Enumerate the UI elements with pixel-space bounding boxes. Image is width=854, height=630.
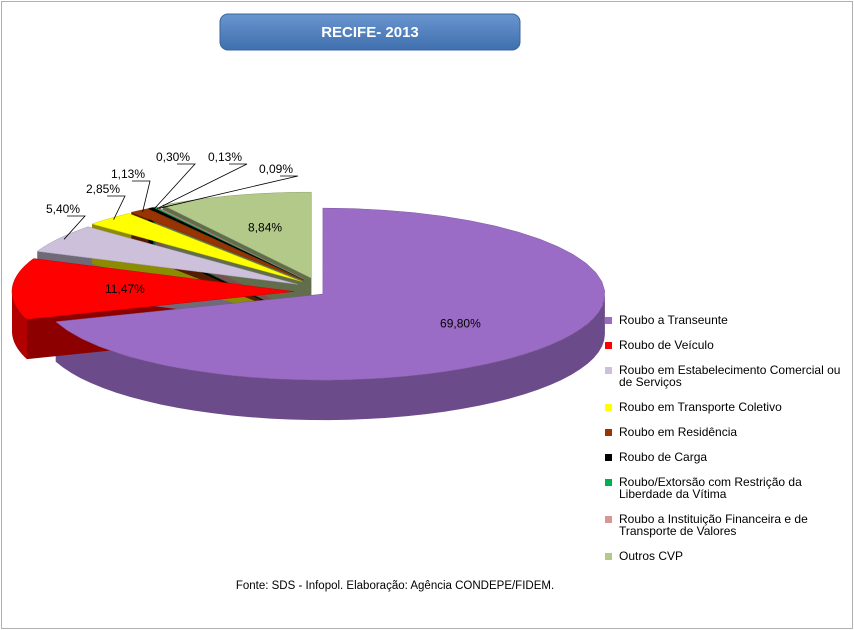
legend-label: Roubo em Residência: [619, 425, 738, 439]
leader-line: [153, 163, 196, 210]
legend-item: Roubo de Carga: [605, 451, 850, 463]
leader-line: [107, 195, 126, 220]
slice: [161, 191, 312, 279]
slice: [36, 226, 298, 285]
legend-label: Roubo de Carga: [619, 450, 708, 464]
data-label: 69,80%: [440, 316, 481, 330]
legend-item: Roubo em Residência: [605, 426, 850, 438]
slice: [55, 207, 605, 381]
legend-swatch: [605, 342, 612, 349]
legend: Roubo a Transeunte Roubo de Veículo Roubo …: [605, 314, 850, 575]
data-label: 1,13%: [111, 167, 145, 181]
legend-label: Roubo em Estabelecimento Comercial ou de…: [619, 363, 841, 389]
legend-item: Roubo em Estabelecimento Comercial ou de…: [605, 364, 850, 388]
legend-item: Roubo de Veículo: [605, 339, 850, 351]
slice: [153, 206, 306, 281]
legend-swatch: [605, 404, 612, 411]
legend-item: Roubo a Transeunte: [605, 314, 850, 326]
legend-swatch: [605, 454, 612, 461]
legend-item: Roubo a Instituição Financeira e de Tran…: [605, 513, 850, 537]
slice-side: [12, 291, 27, 360]
data-label: 5,40%: [46, 202, 80, 216]
data-label: 0,13%: [208, 150, 242, 164]
chart-title: RECIFE- 2013: [321, 24, 419, 41]
legend-label: Roubo em Transporte Coletivo: [619, 400, 782, 414]
data-label: 2,85%: [86, 182, 120, 196]
slice-side: [55, 294, 605, 421]
legend-swatch: [605, 317, 612, 324]
legend-swatch: [605, 367, 612, 374]
legend-item: Roubo/Extorsão com Restrição da Liberdad…: [605, 476, 850, 500]
legend-swatch: [605, 429, 612, 436]
legend-item: Outros CVP: [605, 550, 850, 562]
slice: [91, 213, 302, 282]
legend-swatch: [605, 479, 612, 486]
legend-label: Outros CVP: [619, 549, 684, 563]
leader-line: [132, 180, 151, 212]
slice: [11, 258, 295, 320]
source: Fonte: SDS - Infopol. Elaboração: Agênci…: [236, 580, 554, 592]
slice: [148, 207, 305, 281]
legend-swatch: [605, 516, 612, 523]
slice: [130, 208, 305, 281]
legend-label: Roubo a Instituição Financeira e de Tran…: [619, 512, 808, 538]
leader-line: [63, 215, 86, 240]
data-label: 8,84%: [248, 221, 282, 235]
data-label: 11,47%: [105, 282, 145, 296]
legend-swatch: [605, 553, 612, 560]
legend-item: Roubo em Transporte Coletivo: [605, 401, 850, 413]
data-label: 0,30%: [156, 150, 190, 164]
leader-line: [156, 163, 248, 210]
legend-label: Roubo de Veículo: [619, 338, 714, 352]
data-label: 0,09%: [259, 162, 293, 176]
title-box: [219, 13, 521, 51]
legend-label: Roubo/Extorsão com Restrição da Liberdad…: [619, 475, 802, 501]
leader-line: [158, 175, 299, 209]
legend-label: Roubo a Transeunte: [619, 313, 728, 327]
